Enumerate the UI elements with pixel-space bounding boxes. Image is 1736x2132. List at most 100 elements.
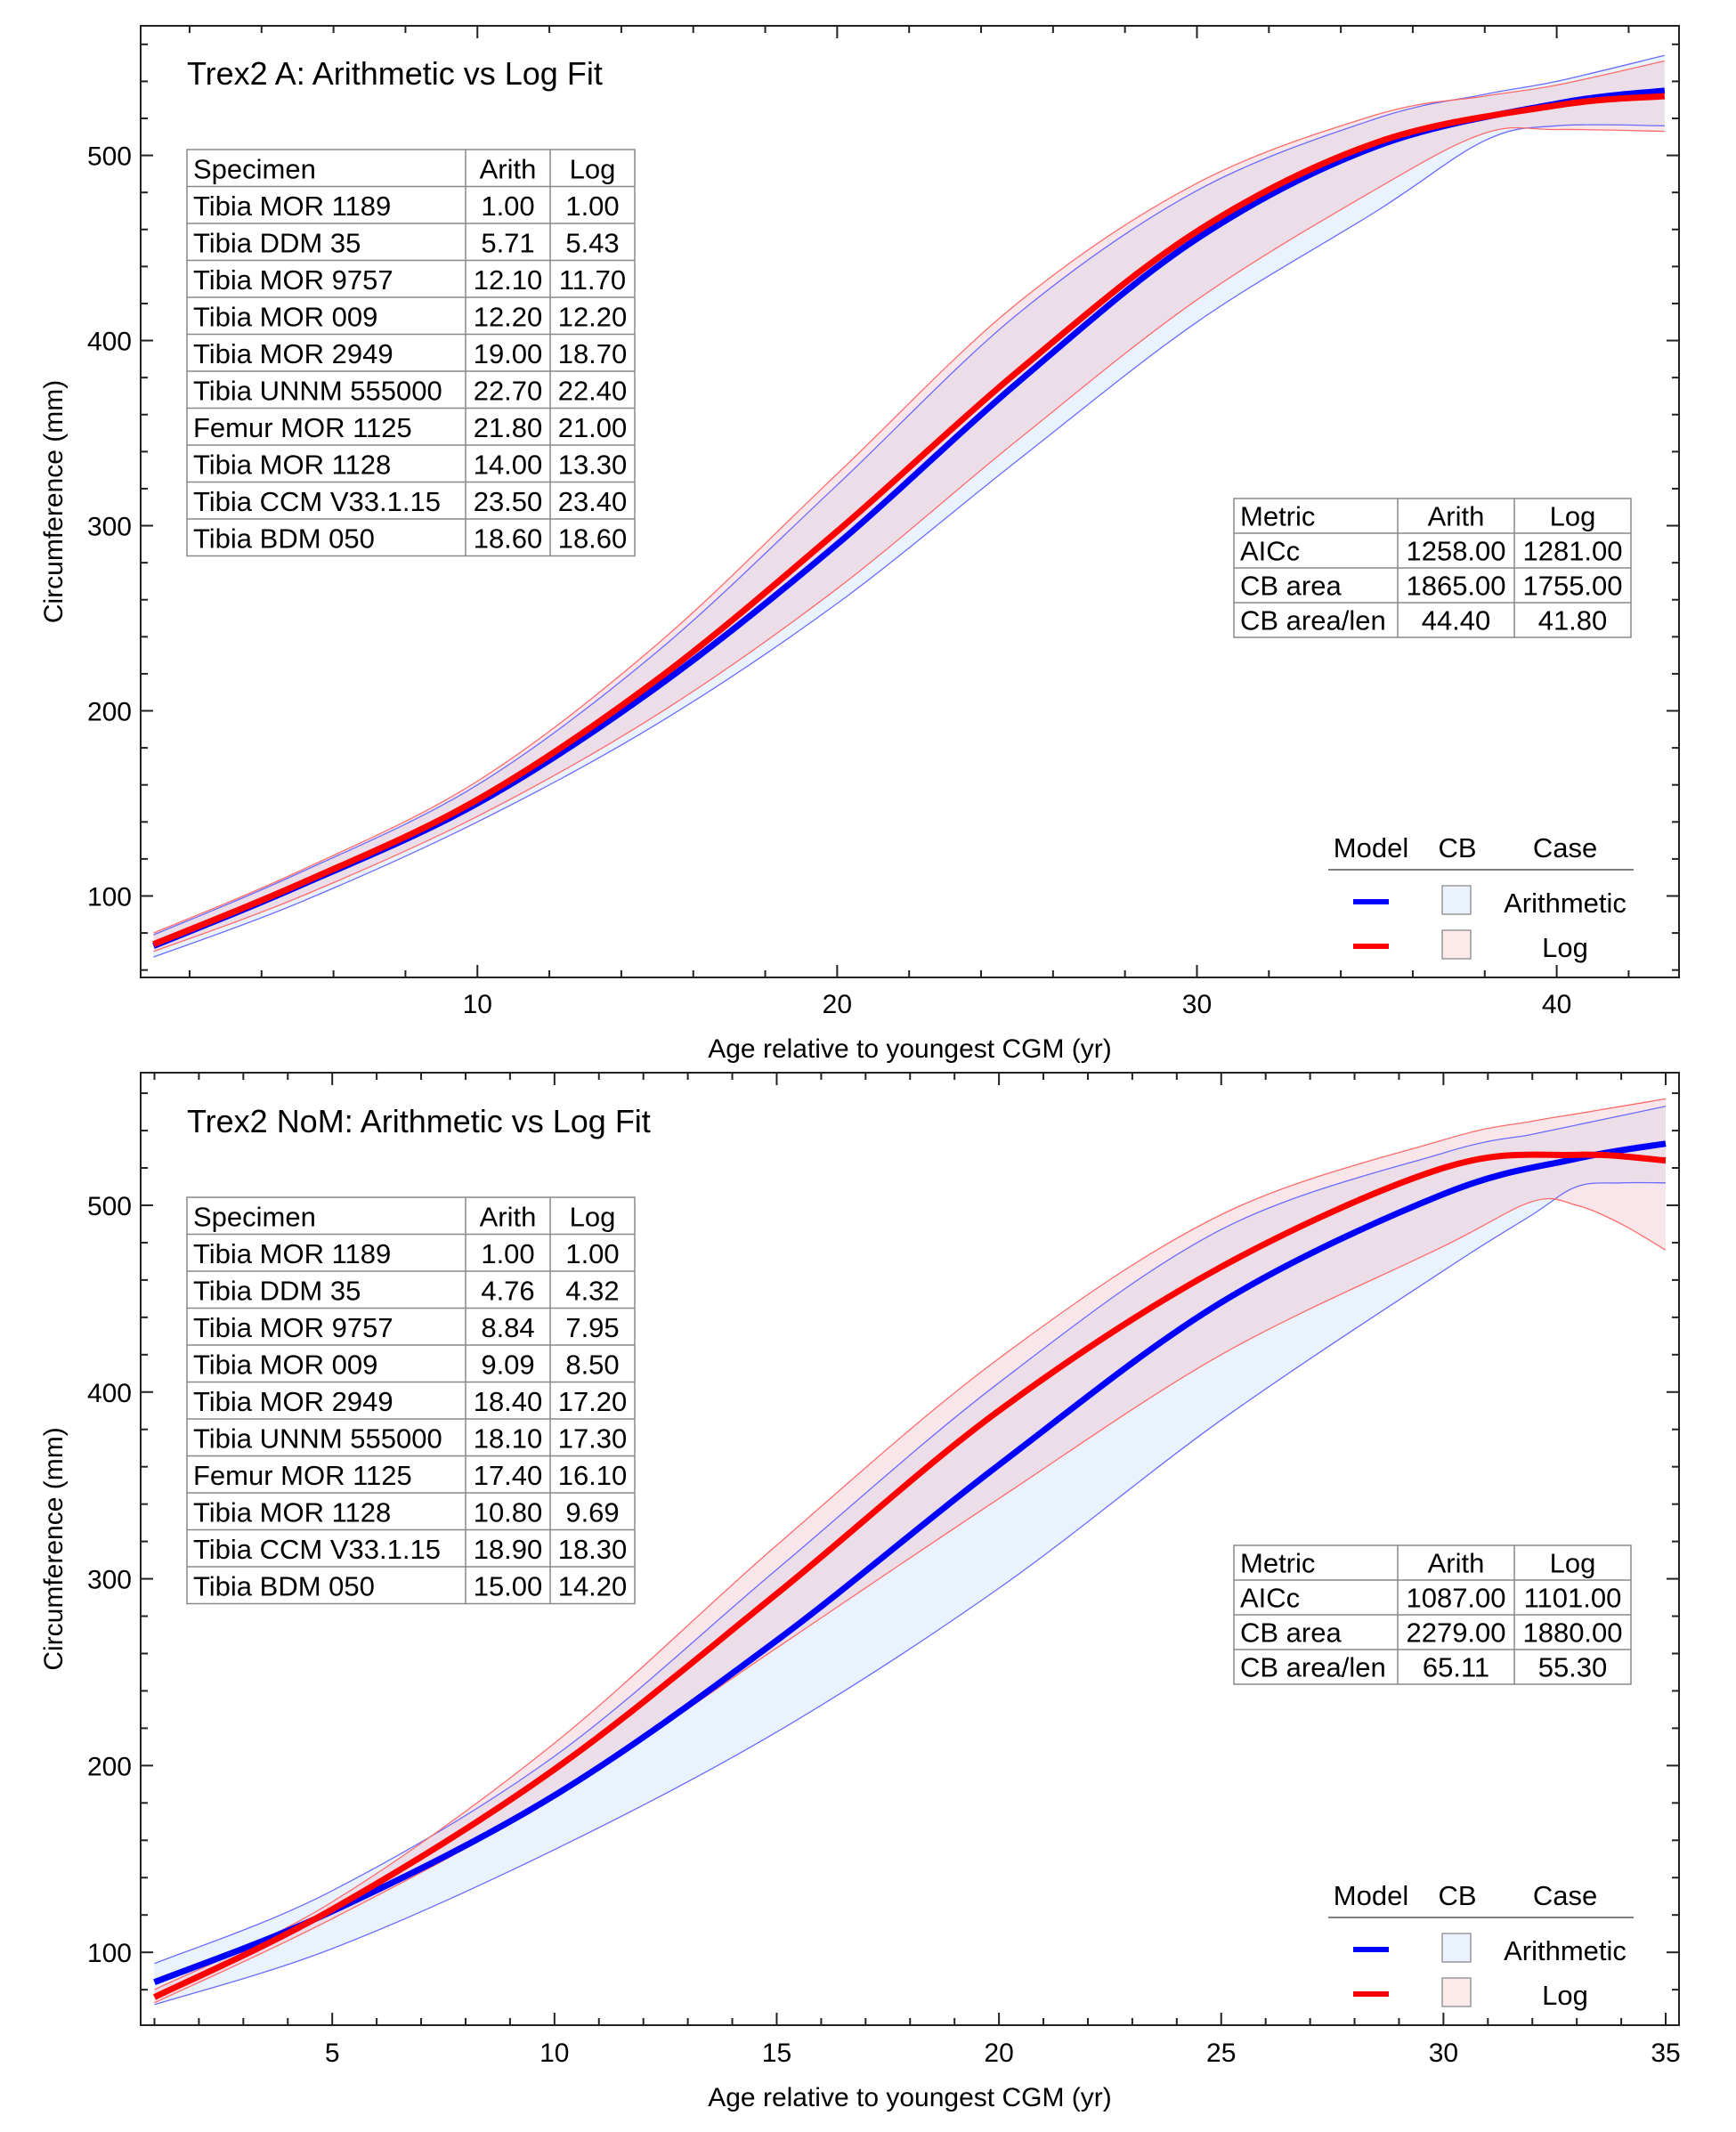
y-tick-label: 400 xyxy=(87,1379,132,1408)
table-cell: 55.30 xyxy=(1538,1651,1608,1682)
x-tick-label: 10 xyxy=(539,2039,569,2068)
table-header-cell: Specimen xyxy=(193,1201,316,1232)
metric-table: Metric Arith Log AICc 1258.00 1281.00 CB area 1… xyxy=(1233,498,1632,638)
table-cell: Tibia MOR 9757 xyxy=(193,1312,393,1343)
cb-upper-log xyxy=(153,60,1665,934)
table-cell: Tibia BDM 050 xyxy=(193,523,375,554)
x-tick-label: 30 xyxy=(1182,990,1212,1019)
y-axis-label: Circumference (mm) xyxy=(39,380,69,623)
metric-table: Metric Arith Log AICc 1087.00 1101.00 CB area 2… xyxy=(1233,1544,1632,1685)
table-cell: 15.00 xyxy=(474,1570,543,1601)
y-tick-label: 200 xyxy=(87,1752,132,1781)
table-header-cell: Metric xyxy=(1240,1547,1315,1578)
y-tick-label: 200 xyxy=(87,698,132,727)
table-header-cell: Log xyxy=(570,1201,616,1232)
table-cell: 1880.00 xyxy=(1522,1617,1622,1648)
table-cell: 41.80 xyxy=(1538,604,1608,636)
cb-band-log xyxy=(153,61,1665,952)
specimen-table-border xyxy=(186,149,636,557)
table-cell: 44.40 xyxy=(1422,604,1491,636)
legend-header-cb: CB xyxy=(1438,1880,1476,1911)
table-cell: Tibia CCM V33.1.15 xyxy=(193,1534,441,1565)
cb-band-arithmetic xyxy=(154,1106,1666,2005)
table-cell: 4.76 xyxy=(481,1275,534,1306)
table-cell: Tibia MOR 009 xyxy=(193,1349,377,1380)
table-cell: Tibia MOR 2949 xyxy=(193,338,393,369)
plot-area xyxy=(152,54,1666,958)
table-cell: CB area xyxy=(1240,570,1342,601)
table-cell: 11.70 xyxy=(559,264,626,296)
x-tick-label: 40 xyxy=(1542,990,1571,1019)
table-cell: 1101.00 xyxy=(1524,1582,1622,1613)
table-cell: CB area/len xyxy=(1240,1651,1386,1682)
y-tick-label: 500 xyxy=(87,142,132,172)
x-tick-label: 5 xyxy=(325,2039,340,2068)
table-cell: 9.69 xyxy=(565,1496,619,1528)
legend-header-model: Model xyxy=(1334,832,1408,863)
table-cell: Tibia MOR 2949 xyxy=(193,1386,393,1417)
table-cell: 14.00 xyxy=(474,449,543,480)
legend-case-label: Arithmetic xyxy=(1504,1935,1626,1966)
table-cell: 18.30 xyxy=(558,1534,628,1565)
table-cell: 18.10 xyxy=(474,1423,543,1454)
table-cell: 23.50 xyxy=(474,486,543,517)
y-tick-label: 100 xyxy=(87,882,132,912)
legend-case-label: Log xyxy=(1542,1980,1588,2011)
table-cell: Tibia MOR 1128 xyxy=(193,1496,391,1528)
table-cell: 17.40 xyxy=(474,1460,543,1491)
model-line-log xyxy=(152,1151,1667,2000)
x-axis-label: Age relative to youngest CGM (yr) xyxy=(708,2083,1112,2112)
x-tick-label: 15 xyxy=(762,2039,791,2068)
table-header-cell: Log xyxy=(1550,500,1596,531)
table-cell: Tibia CCM V33.1.15 xyxy=(193,486,441,517)
legend: Model CB Case Arithmetic Log xyxy=(1328,1880,1634,2011)
table-cell: 4.32 xyxy=(565,1275,619,1306)
legend-cb-swatch-log xyxy=(1441,929,1472,960)
cb-lower-log xyxy=(154,1197,1667,2004)
table-cell: 9.09 xyxy=(481,1349,534,1380)
table-header-cell: Arith xyxy=(480,1201,537,1232)
legend-cb-swatch-log xyxy=(1441,1977,1472,2007)
table-cell: AICc xyxy=(1240,1582,1300,1613)
table-cell: 1755.00 xyxy=(1522,570,1622,601)
table-header-cell: Arith xyxy=(480,153,537,184)
table-cell: 18.60 xyxy=(558,523,628,554)
table-cell: 1.00 xyxy=(481,191,534,222)
table-cell: 18.90 xyxy=(474,1534,543,1565)
x-tick-label: 25 xyxy=(1206,2039,1236,2068)
table-cell: 22.40 xyxy=(558,375,628,406)
cb-lower-log xyxy=(153,126,1665,953)
legend-header-case: Case xyxy=(1533,1880,1597,1911)
model-line-log xyxy=(152,93,1666,947)
table-cell: 65.11 xyxy=(1423,1651,1489,1682)
specimen-table: Specimen Arith Log Tibia MOR 1189 1.00 1.00 Ti… xyxy=(186,1196,636,1605)
table-cell: CB area xyxy=(1240,1617,1342,1648)
table-cell: Femur MOR 1125 xyxy=(193,412,412,443)
table-cell: 16.10 xyxy=(558,1460,628,1491)
x-tick-label: 10 xyxy=(463,990,492,1019)
y-tick-label: 400 xyxy=(87,328,132,357)
legend-header-case: Case xyxy=(1533,832,1597,863)
table-cell: 12.20 xyxy=(558,301,628,332)
table-cell: 13.30 xyxy=(558,449,628,480)
table-cell: 23.40 xyxy=(558,486,628,517)
table-cell: 18.60 xyxy=(474,523,543,554)
legend: Model CB Case Arithmetic Log xyxy=(1328,832,1634,963)
table-cell: Tibia DDM 35 xyxy=(193,1275,361,1306)
panel-top: 10 20 30 40 100 200 300 400 500 Age relative to y… xyxy=(39,25,1680,1064)
table-cell: Tibia BDM 050 xyxy=(193,1570,375,1601)
table-cell: Tibia MOR 9757 xyxy=(193,264,393,296)
table-cell: CB area/len xyxy=(1240,604,1386,636)
table-header-cell: Log xyxy=(570,153,616,184)
table-cell: 8.84 xyxy=(481,1312,534,1343)
table-cell: 1.00 xyxy=(481,1238,534,1269)
table-cell: 1865.00 xyxy=(1406,570,1505,601)
y-axis-label: Circumference (mm) xyxy=(39,1427,69,1670)
table-cell: 8.50 xyxy=(565,1349,619,1380)
table-cell: AICc xyxy=(1240,535,1300,566)
table-cell: 17.20 xyxy=(558,1386,628,1417)
x-tick-label: 20 xyxy=(823,990,852,1019)
cb-lower-arithmetic xyxy=(153,124,1665,958)
legend-header-model: Model xyxy=(1334,1880,1408,1911)
